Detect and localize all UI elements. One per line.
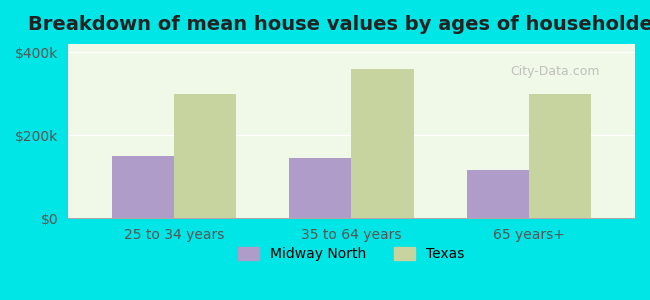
Title: Breakdown of mean house values by ages of householders: Breakdown of mean house values by ages o…	[29, 15, 650, 34]
Bar	[467, 170, 528, 218]
Bar	[289, 158, 352, 218]
Bar	[352, 69, 413, 218]
Bar	[174, 94, 237, 218]
Bar	[528, 94, 591, 218]
Text: City-Data.com: City-Data.com	[510, 65, 600, 78]
Legend: Midway North, Texas: Midway North, Texas	[233, 242, 470, 267]
Bar	[112, 156, 174, 218]
